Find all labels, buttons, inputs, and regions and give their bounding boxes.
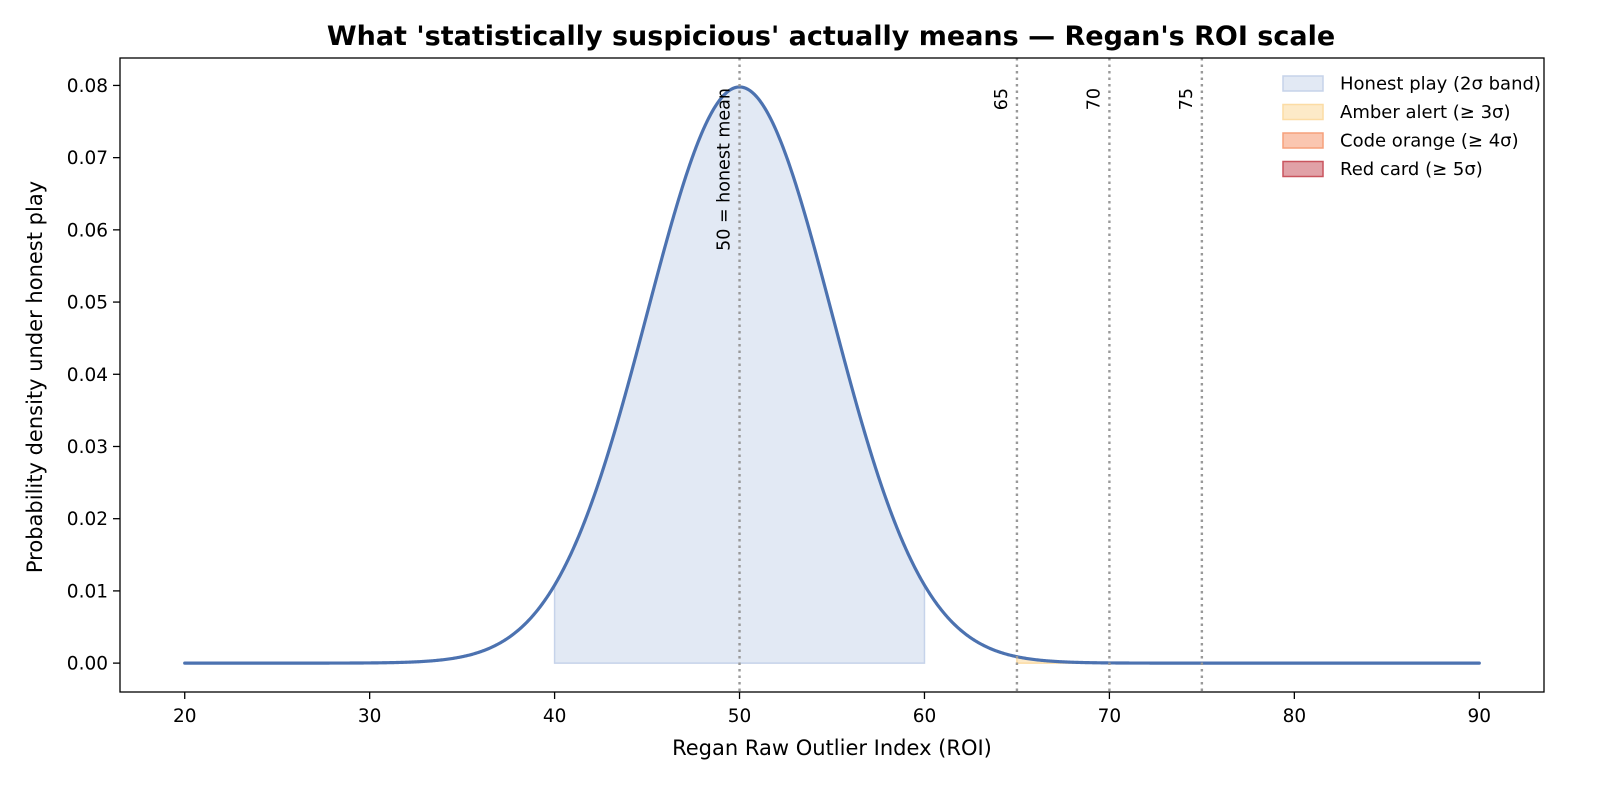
x-tick-label-80: 80 [1283,706,1307,727]
x-tick-label-20: 20 [173,706,197,727]
y-tick-label-6: 0.06 [67,220,108,241]
legend-swatch-1 [1283,105,1323,120]
x-axis-ticks: 20 30 40 50 60 70 80 90 [173,692,1491,727]
legend-label-3: Red card (≥ 5σ) [1340,159,1483,180]
y-tick-label-3: 0.03 [67,437,108,458]
y-tick-label-4: 0.04 [67,365,108,386]
band-0 [555,87,925,663]
reference-line-label-50: 50 = honest mean [715,88,735,251]
reference-line-label-70: 70 [1084,88,1104,110]
y-tick-label-2: 0.02 [67,509,108,530]
y-tick-label-8: 0.08 [67,76,108,97]
legend-swatch-2 [1283,133,1323,148]
legend-label-1: Amber alert (≥ 3σ) [1340,102,1510,123]
x-tick-label-90: 90 [1467,706,1491,727]
legend-label-0: Honest play (2σ band) [1340,74,1541,95]
legend-swatch-3 [1283,162,1323,177]
x-axis-label: Regan Raw Outlier Index (ROI) [672,736,992,760]
y-tick-label-1: 0.01 [67,581,108,602]
y-tick-label-0: 0.00 [67,654,108,675]
x-tick-label-30: 30 [358,706,382,727]
x-tick-label-70: 70 [1098,706,1122,727]
legend: Honest play (2σ band) Amber alert (≥ 3σ) C… [1283,74,1541,181]
y-axis-label: Probability density under honest play [23,181,47,573]
x-tick-label-50: 50 [728,706,752,727]
legend-swatch-0 [1283,76,1323,91]
reference-line-label-65: 65 [992,88,1012,110]
legend-label-2: Code orange (≥ 4σ) [1340,131,1519,152]
x-tick-label-60: 60 [913,706,937,727]
chart-title: What 'statistically suspicious' actually… [327,21,1335,52]
x-tick-label-40: 40 [543,706,567,727]
y-tick-label-7: 0.07 [67,148,108,169]
y-axis-ticks: 0.00 0.01 0.02 0.03 0.04 0.05 0.06 0.07 0.08 [67,76,120,675]
y-tick-label-5: 0.05 [67,293,108,314]
reference-line-label-75: 75 [1177,88,1197,110]
